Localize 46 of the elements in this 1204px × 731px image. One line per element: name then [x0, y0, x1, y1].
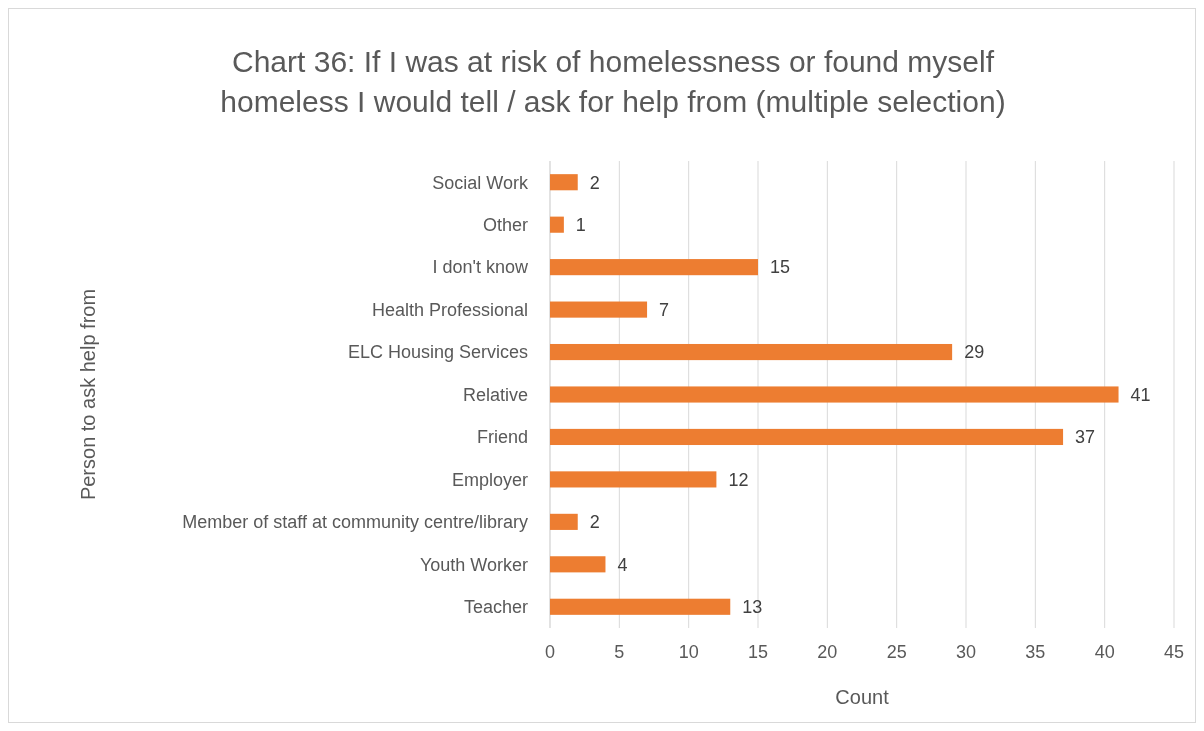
x-tick-label: 40: [1094, 642, 1115, 662]
data-label: 4: [617, 554, 628, 575]
data-label: 12: [728, 469, 749, 490]
bar: [550, 513, 578, 530]
bar: [550, 556, 606, 573]
bar: [550, 471, 717, 488]
y-tick-label: Relative: [462, 384, 528, 405]
y-tick-label: Friend: [476, 427, 528, 448]
x-tick-label: 0: [544, 642, 556, 662]
y-tick-label: Other: [482, 214, 528, 235]
bar: [550, 386, 1119, 403]
x-tick-label: 45: [1163, 642, 1185, 662]
y-tick-label: Health Professional: [371, 299, 528, 320]
data-label: 29: [964, 342, 985, 363]
data-label: 37: [1075, 427, 1096, 448]
y-tick-label: Employer: [451, 469, 528, 490]
data-label: 13: [742, 597, 763, 618]
x-tick-label: 25: [886, 642, 907, 662]
data-label: 2: [589, 172, 600, 193]
y-tick-label: Social Work: [432, 172, 529, 193]
x-axis-title: Count: [835, 686, 890, 708]
x-tick-label: 10: [678, 642, 699, 662]
bar: [550, 301, 648, 318]
bar: [550, 174, 578, 191]
y-tick-label: ELC Housing Services: [347, 342, 528, 363]
bar: [550, 216, 564, 233]
x-tick-label: 20: [817, 642, 838, 662]
y-axis-title: Person to ask help from: [77, 288, 99, 501]
chart-title: Chart 36: If I was at risk of homelessness or found myself homeless I would tell / ask for help from (multiple selection): [220, 45, 1006, 118]
x-tick-label: 5: [614, 642, 625, 662]
data-label: 2: [589, 512, 600, 533]
x-tick-label: 30: [955, 642, 977, 662]
y-tick-label: Member of staff at community centre/library: [182, 512, 528, 533]
bar: [550, 259, 758, 276]
bar: [550, 428, 1064, 446]
bar: [550, 343, 953, 361]
bar: [550, 598, 731, 615]
data-label: 15: [770, 257, 791, 278]
data-label: 7: [659, 299, 670, 320]
data-label: 41: [1130, 384, 1151, 405]
data-label: 1: [575, 214, 586, 235]
y-tick-label: I don't know: [432, 257, 529, 278]
y-tick-label: Youth Worker: [419, 554, 528, 575]
x-tick-label: 15: [747, 642, 769, 662]
y-tick-label: Teacher: [463, 597, 528, 618]
x-tick-label: 35: [1025, 642, 1046, 662]
